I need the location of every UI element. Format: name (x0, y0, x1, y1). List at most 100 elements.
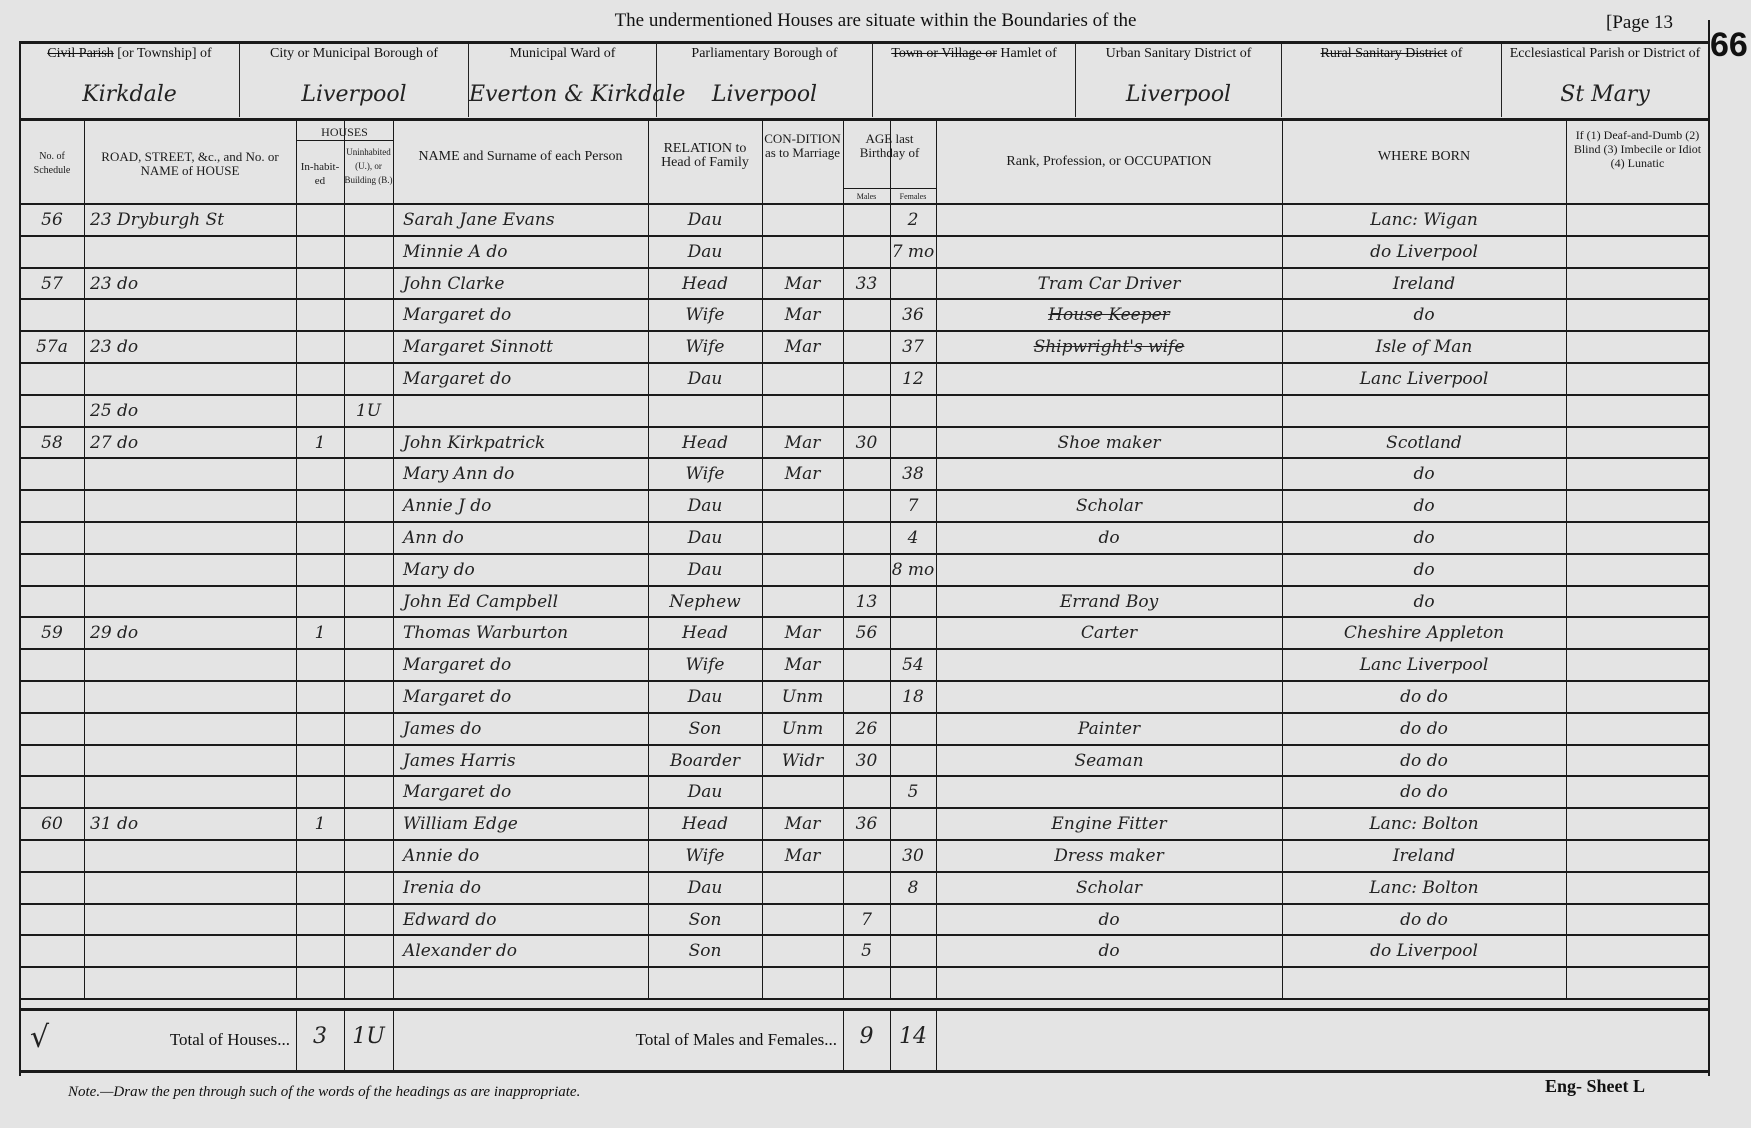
district-box: Civil Parish [or Township] of Kirkdale (20, 42, 240, 117)
header-condition: CON-DITION as to Marriage (764, 131, 841, 160)
cell-condition (762, 936, 843, 967)
cell-condition: Unm (781, 687, 824, 707)
cell-uninhabited (344, 905, 393, 936)
form-title: The undermentioned Houses are situate wi… (614, 10, 1137, 31)
district-box: Municipal Ward of Everton & Kirkdale (469, 42, 685, 117)
cell-relation: Dau (687, 782, 723, 803)
cell-where-born: do Liverpool (1370, 941, 1478, 962)
cell-male-age (843, 841, 890, 872)
cell-female-age (890, 936, 936, 967)
row-rule (20, 743, 1710, 746)
cell-road (90, 491, 296, 522)
cell-female-age: 2 (907, 210, 919, 230)
cell-name: John Clarke (403, 273, 505, 294)
cell-condition (762, 205, 843, 236)
cell-where-born: do (1413, 496, 1435, 517)
total-females: 14 (899, 1024, 927, 1049)
cell-condition: Mar (784, 432, 821, 453)
district-box: City or Municipal Borough of Liverpool (240, 42, 469, 117)
cell-uninhabited (344, 968, 393, 999)
cell-schedule (20, 364, 84, 395)
cell-schedule (20, 682, 84, 713)
cell-male-age (843, 300, 890, 331)
cell-uninhabited (344, 332, 393, 363)
cell-road (90, 968, 296, 999)
district-box: Ecclesiastical Parish or District of St M… (1502, 42, 1709, 117)
rule (20, 118, 1710, 121)
total-uninhabited: 1U (352, 1024, 385, 1049)
cell-condition (762, 555, 843, 586)
cell-where-born: do do (1400, 909, 1448, 930)
cell-condition (762, 777, 843, 808)
cell-inhabited (296, 714, 344, 745)
cell-occupation: Errand Boy (1059, 591, 1159, 612)
cell-schedule: 59 (41, 623, 63, 644)
rule (1708, 20, 1710, 1076)
cell-inhabited (296, 936, 344, 967)
cell-female-age (890, 269, 936, 300)
cell-name: Margaret do (403, 305, 512, 326)
cell-occupation (936, 777, 1282, 808)
cell-male-age (843, 332, 890, 363)
cell-inhabited: 1 (314, 432, 326, 453)
rule (20, 41, 1710, 44)
header-males: Males (856, 192, 877, 201)
district-value: Liverpool (301, 82, 407, 107)
cell-male-age: 56 (855, 623, 878, 644)
row-rule (20, 393, 1710, 396)
cell-road (90, 300, 296, 331)
cell-name: James do (403, 718, 482, 739)
cell-male-age (843, 364, 890, 395)
cell-uninhabited (344, 523, 393, 554)
row-rule (20, 711, 1710, 714)
cell-schedule (20, 650, 84, 681)
cell-male-age (843, 873, 890, 904)
header-females: Females (899, 192, 927, 201)
cell-uninhabited (344, 746, 393, 777)
cell-schedule (20, 491, 84, 522)
cell-occupation: Painter (1077, 718, 1141, 739)
cell-male-age (843, 777, 890, 808)
column-rule (1566, 120, 1567, 1000)
cell-uninhabited (344, 459, 393, 490)
cell-inhabited (296, 205, 344, 236)
row-rule (20, 489, 1710, 492)
district-label-text: of (1450, 46, 1463, 61)
cell-road (90, 364, 296, 395)
cell-uninhabited (344, 873, 393, 904)
district-label-text: Ecclesiastical Parish or District of (1509, 46, 1701, 61)
cell-uninhabited (344, 269, 393, 300)
district-label: Civil Parish [or Township] of (20, 46, 239, 61)
cell-where-born: Lanc: Bolton (1369, 877, 1479, 898)
cell-schedule (20, 841, 84, 872)
cell-name: John Kirkpatrick (403, 432, 546, 453)
cell-where-born: do do (1400, 750, 1448, 771)
cell-occupation: do (1098, 528, 1120, 548)
cell-name: Alexander do (403, 941, 518, 962)
cell-uninhabited (344, 428, 393, 459)
cell-road: 29 do (90, 623, 139, 644)
district-value: Liverpool (1125, 82, 1232, 107)
cell-female-age: 12 (902, 369, 924, 389)
cell-condition: Unm (781, 718, 824, 739)
cell-uninhabited (344, 205, 393, 236)
cell-male-age: 30 (855, 432, 878, 453)
cell-road (90, 714, 296, 745)
cell-inhabited (296, 523, 344, 554)
cell-road (90, 237, 296, 268)
cell-where-born (1282, 396, 1566, 427)
cell-female-age: 54 (902, 655, 924, 676)
cell-schedule (20, 905, 84, 936)
cell-female-age (890, 809, 936, 840)
row-rule (20, 234, 1710, 237)
cell-name: Margaret do (403, 687, 512, 707)
cell-where-born: do (1413, 528, 1435, 548)
cell-uninhabited (344, 300, 393, 331)
cell-female-age (890, 746, 936, 777)
cell-relation: Dau (687, 687, 723, 707)
cell-relation: Wife (685, 305, 725, 326)
cell-name: Margaret do (403, 369, 512, 389)
cell-road: 31 do (90, 814, 139, 835)
cell-female-age: 38 (902, 464, 924, 485)
row-rule (20, 457, 1710, 460)
